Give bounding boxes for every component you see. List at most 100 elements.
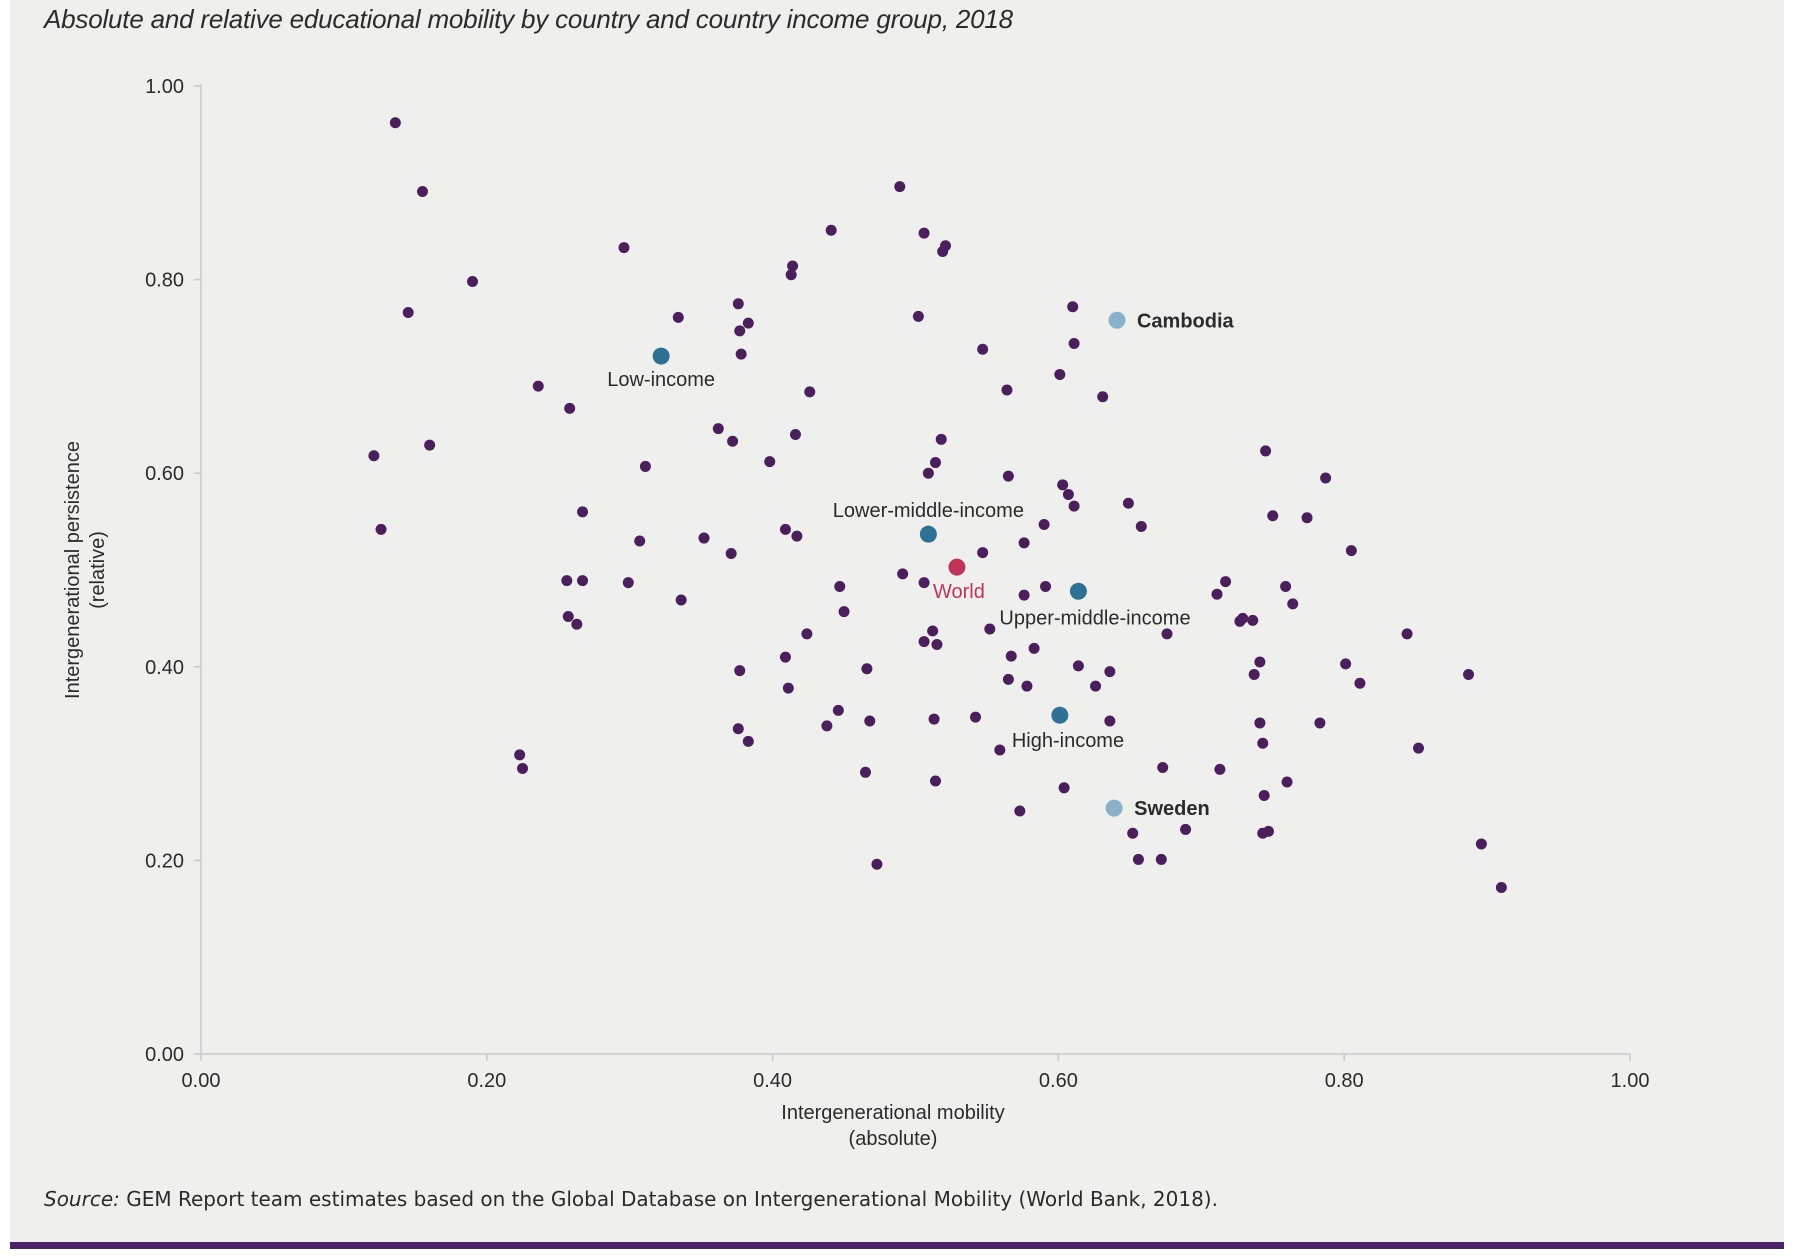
country-point [1254, 656, 1266, 668]
country-point [618, 242, 630, 254]
country-point [1248, 669, 1260, 681]
country-point [1495, 882, 1507, 894]
y-tick-label: 0.60 [145, 463, 184, 485]
country-point [825, 224, 837, 236]
country-point [727, 435, 739, 447]
country-point [639, 460, 651, 472]
axes [200, 84, 1630, 1055]
country-point [1157, 761, 1169, 773]
country-point [1262, 825, 1274, 837]
y-tick-label: 0.80 [145, 270, 184, 292]
country-points [368, 117, 1507, 894]
country-point [1214, 763, 1226, 775]
highlighted-country-label: Sweden [1134, 798, 1210, 820]
country-point [1135, 520, 1147, 532]
world-point [948, 558, 966, 576]
x-tick-label: 0.40 [753, 1070, 792, 1092]
country-point [1180, 823, 1192, 835]
country-point [1258, 790, 1270, 802]
country-point [922, 467, 934, 479]
country-point [577, 575, 589, 587]
country-point [918, 577, 930, 589]
country-point [732, 298, 744, 310]
country-point [672, 311, 684, 323]
country-point [517, 762, 529, 774]
country-point [742, 735, 754, 747]
country-point [897, 568, 909, 580]
country-point [1068, 337, 1080, 349]
country-point [562, 610, 574, 622]
country-point [1002, 470, 1014, 482]
country-point [1068, 500, 1080, 512]
country-point [1155, 853, 1167, 865]
country-point [1062, 488, 1074, 500]
chart-title: Absolute and relative educational mobili… [44, 4, 1013, 34]
country-point [1001, 384, 1013, 396]
country-point [424, 439, 436, 451]
country-point [698, 532, 710, 544]
country-point [675, 594, 687, 606]
income-group-label: Upper-middle-income [999, 607, 1190, 629]
country-point [1314, 717, 1326, 729]
country-point [779, 523, 791, 535]
country-point [779, 651, 791, 663]
country-point [918, 636, 930, 648]
country-point [1345, 545, 1357, 557]
country-point [782, 682, 794, 694]
country-point [1097, 391, 1109, 403]
country-point [1040, 580, 1052, 592]
country-point [918, 227, 930, 239]
country-point [935, 433, 947, 445]
country-point [1161, 628, 1173, 640]
income-group-label: Lower-middle-income [833, 500, 1024, 522]
country-point [1038, 519, 1050, 531]
source-note: Source: GEM Report team estimates based … [44, 1187, 1218, 1211]
country-point [1018, 537, 1030, 549]
country-point [832, 704, 844, 716]
country-point [791, 530, 803, 542]
x-tick-label: 0.00 [182, 1070, 221, 1092]
country-point [1260, 445, 1272, 457]
country-point [1028, 642, 1040, 654]
x-tick-label: 1.00 [1611, 1070, 1650, 1092]
country-point [734, 325, 746, 337]
income-group-label: Low-income [607, 369, 715, 391]
country-point [1354, 677, 1366, 689]
country-point [787, 260, 799, 272]
income-group-point [1069, 582, 1087, 600]
y-tick-label: 1.00 [145, 76, 184, 98]
country-point [1072, 660, 1084, 672]
y-axis-label-sub: (relative) [87, 531, 109, 609]
x-tick-label: 0.20 [467, 1070, 506, 1092]
highlighted-countries: Cambodia Sweden [1105, 310, 1235, 820]
country-point [734, 665, 746, 677]
country-point [1122, 497, 1134, 509]
country-point [712, 423, 724, 435]
country-point [994, 744, 1006, 756]
country-point [634, 535, 646, 547]
country-point [804, 386, 816, 398]
highlighted-country-label: Cambodia [1137, 310, 1235, 332]
income-group-point [1051, 706, 1069, 724]
country-point [1018, 589, 1030, 601]
country-point [742, 317, 754, 329]
y-tick-label: 0.00 [145, 1044, 184, 1066]
income-group-point [919, 525, 937, 543]
country-point [821, 720, 833, 732]
highlighted-country-point [1108, 311, 1126, 329]
country-point [859, 766, 871, 778]
world-point-group: World [933, 558, 985, 603]
country-point [1127, 827, 1139, 839]
x-axis-label-sub: (absolute) [849, 1128, 938, 1150]
country-point [937, 246, 949, 258]
country-point [977, 343, 989, 355]
country-point [861, 663, 873, 675]
y-tick-label: 0.40 [145, 657, 184, 679]
country-point [732, 723, 744, 735]
country-point [561, 575, 573, 587]
country-point [514, 749, 526, 761]
country-point [1413, 742, 1425, 754]
income-group-label: High-income [1012, 730, 1124, 752]
country-point [871, 858, 883, 870]
country-point [389, 117, 401, 129]
